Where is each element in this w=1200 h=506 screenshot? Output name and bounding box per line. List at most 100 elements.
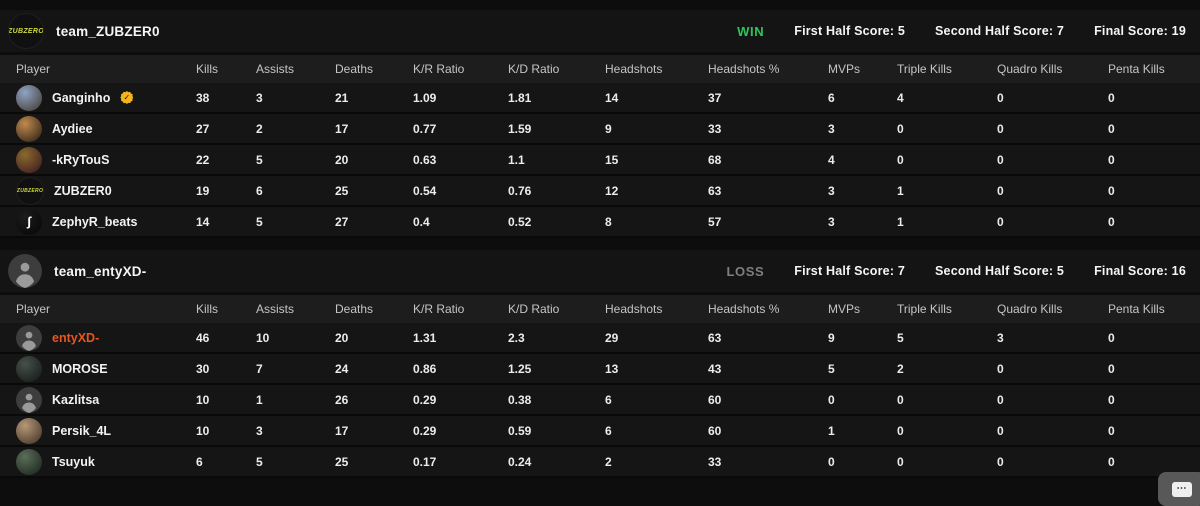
stat-penta: 0 (1108, 423, 1115, 438)
player-row: Persik_4L 10 3 17 0.29 0.59 6 60 1 0 0 0 (0, 416, 1200, 447)
column-header-assists: Assists (256, 302, 295, 316)
stat-hsp: 33 (708, 121, 722, 136)
stat-assists: 2 (256, 121, 263, 136)
stat-mvps: 1 (828, 423, 835, 438)
stat-kd: 1.59 (508, 121, 532, 136)
player-cell: MOROSE (16, 355, 196, 382)
stat-hsp: 43 (708, 361, 722, 376)
stat-kr: 0.63 (413, 152, 437, 167)
stat-triple: 0 (897, 423, 904, 438)
stat-assists: 1 (256, 392, 263, 407)
stat-quadro: 0 (997, 392, 1004, 407)
stat-kr: 0.54 (413, 183, 437, 198)
stat-assists: 5 (256, 152, 263, 167)
player-name[interactable]: ZephyR_beats (52, 214, 138, 229)
player-avatar: ʃ (16, 208, 42, 235)
stat-triple: 1 (897, 183, 904, 198)
stat-deaths: 26 (335, 392, 349, 407)
stat-deaths: 21 (335, 90, 349, 105)
stat-hsp: 57 (708, 214, 722, 229)
stat-hsp: 33 (708, 454, 722, 469)
stat-kr: 0.4 (413, 214, 430, 229)
column-header-k-r-ratio: K/R Ratio (413, 62, 465, 76)
stat-deaths: 17 (335, 121, 349, 136)
player-name[interactable]: MOROSE (52, 361, 108, 376)
stat-hs: 13 (605, 361, 619, 376)
stat-kd: 1.81 (508, 90, 532, 105)
column-header-mvps: MVPs (828, 302, 861, 316)
column-header-penta-kills: Penta Kills (1108, 302, 1165, 316)
column-header-k-d-ratio: K/D Ratio (508, 62, 560, 76)
first-half-score: First Half Score: 5 (794, 24, 906, 38)
team-scores: LOSS First Half Score: 7 Second Half Sco… (726, 264, 1192, 279)
player-row: Tsuyuk 6 5 25 0.17 0.24 2 33 0 0 0 0 (0, 447, 1200, 478)
player-name[interactable]: Ganginho (52, 90, 111, 105)
stat-kr: 0.17 (413, 454, 437, 469)
player-avatar (16, 146, 42, 173)
column-header-penta-kills: Penta Kills (1108, 62, 1165, 76)
stat-kr: 1.09 (413, 90, 437, 105)
stat-kills: 38 (196, 90, 210, 105)
stat-triple: 0 (897, 121, 904, 136)
stat-hs: 6 (605, 392, 612, 407)
team-avatar (8, 254, 42, 288)
stat-quadro: 0 (997, 423, 1004, 438)
column-header-player: Player (16, 302, 51, 316)
scoreboard: ZUBZERO team_ZUBZER0 WIN First Half Scor… (0, 10, 1200, 478)
stat-kills: 22 (196, 152, 210, 167)
stats-table-body: entyXD- 46 10 20 1.31 2.3 29 63 9 5 3 0 MOROSE 30 7 24 0… (0, 323, 1200, 478)
match-result-badge: WIN (737, 23, 765, 39)
stat-hsp: 68 (708, 152, 722, 167)
team-header-2: team_entyXD- LOSS First Half Score: 7 Se… (0, 250, 1200, 292)
stat-quadro: 3 (997, 330, 1004, 345)
final-score: Final Score: 16 (1094, 264, 1186, 278)
match-result-badge: LOSS (726, 263, 765, 279)
stat-hsp: 60 (708, 392, 722, 407)
first-half-score: First Half Score: 7 (794, 264, 906, 278)
stat-kills: 10 (196, 423, 210, 438)
player-avatar (16, 324, 42, 351)
player-avatar (16, 386, 42, 413)
player-cell: Ganginho ✓ (16, 84, 196, 111)
player-avatar (16, 115, 42, 142)
team-name[interactable]: team_entyXD- (54, 263, 147, 279)
stat-assists: 5 (256, 214, 263, 229)
stat-hs: 2 (605, 454, 612, 469)
stat-deaths: 17 (335, 423, 349, 438)
player-name[interactable]: -kRyTouS (52, 152, 110, 167)
embed-widget-button[interactable]: ⋯ (1158, 472, 1200, 506)
column-header-deaths: Deaths (335, 62, 374, 76)
stat-quadro: 0 (997, 214, 1004, 229)
player-name[interactable]: Kazlitsa (52, 392, 100, 407)
stat-hs: 6 (605, 423, 612, 438)
player-name[interactable]: ZUBZER0 (54, 183, 112, 198)
stat-deaths: 20 (335, 330, 349, 345)
stat-triple: 0 (897, 392, 904, 407)
stat-triple: 1 (897, 214, 904, 229)
player-name[interactable]: entyXD- (52, 330, 100, 345)
stat-penta: 0 (1108, 392, 1115, 407)
stat-kd: 1.25 (508, 361, 532, 376)
player-cell: ZUBZERO ZUBZER0 (16, 176, 196, 205)
stat-kd: 0.76 (508, 183, 532, 198)
player-name[interactable]: Aydiee (52, 121, 93, 136)
stat-kills: 6 (196, 454, 203, 469)
player-name[interactable]: Tsuyuk (52, 454, 95, 469)
team-name[interactable]: team_ZUBZER0 (56, 23, 160, 39)
column-header-kills: Kills (196, 62, 219, 76)
player-row: entyXD- 46 10 20 1.31 2.3 29 63 9 5 3 0 (0, 323, 1200, 354)
player-name[interactable]: Persik_4L (52, 423, 112, 438)
stat-penta: 0 (1108, 183, 1115, 198)
keyboard-dots-icon: ⋯ (1172, 481, 1192, 497)
stat-mvps: 3 (828, 214, 835, 229)
player-avatar (16, 84, 42, 111)
player-row: Ganginho ✓ 38 3 21 1.09 1.81 14 37 6 4 0 0 (0, 83, 1200, 114)
verified-badge-icon: ✓ (120, 91, 134, 104)
stat-penta: 0 (1108, 330, 1115, 345)
column-header-player: Player (16, 62, 51, 76)
stat-assists: 5 (256, 454, 263, 469)
stat-mvps: 3 (828, 183, 835, 198)
stat-hs: 8 (605, 214, 612, 229)
second-half-score: Second Half Score: 7 (935, 24, 1065, 38)
stat-assists: 6 (256, 183, 263, 198)
